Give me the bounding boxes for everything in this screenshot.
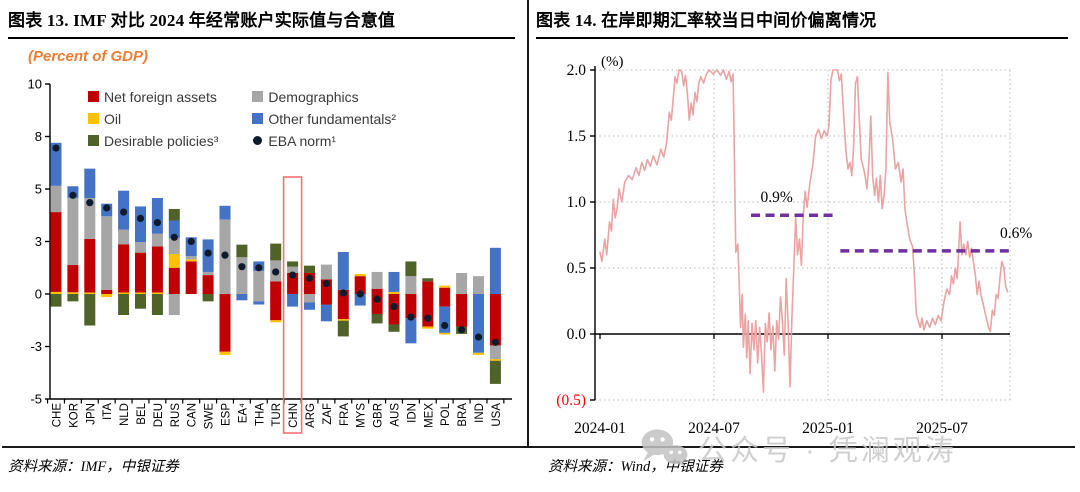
legend-swatch-oil — [88, 113, 99, 124]
svg-text:ESP: ESP — [221, 403, 233, 426]
svg-text:CAN: CAN — [187, 403, 199, 427]
svg-text:0.0: 0.0 — [567, 326, 587, 343]
svg-text:10: 10 — [28, 77, 42, 92]
svg-text:CHE: CHE — [52, 403, 64, 428]
legend-swatch-nfa — [88, 91, 99, 102]
legend-column-1: Net foreign assets Oil Desirable policies³ — [88, 88, 218, 149]
svg-text:ITA: ITA — [102, 403, 114, 420]
svg-text:(%): (%) — [601, 54, 624, 70]
svg-text:2025-07: 2025-07 — [916, 420, 968, 437]
svg-text:-3: -3 — [30, 339, 42, 354]
eba-norm-dot-swatch — [253, 136, 263, 145]
svg-text:1.5: 1.5 — [567, 128, 587, 145]
legend-label: Other fundamentals² — [268, 110, 397, 127]
right-source-note: 资料来源：Wind，中银证券 — [548, 459, 723, 475]
svg-text:EA⁴: EA⁴ — [237, 403, 249, 423]
svg-text:3: 3 — [35, 234, 42, 249]
svg-text:CHN: CHN — [288, 403, 300, 428]
svg-text:(0.5): (0.5) — [556, 392, 586, 409]
svg-text:DEU: DEU — [153, 403, 165, 427]
svg-text:0: 0 — [35, 287, 42, 302]
svg-text:THA: THA — [254, 403, 266, 426]
legend-column-2: Demographics Other fundamentals² EBA norm¹ — [252, 88, 396, 149]
svg-text:BEL: BEL — [136, 402, 148, 424]
svg-text:ZAF: ZAF — [322, 403, 334, 425]
legend-item: Demographics — [252, 88, 396, 105]
svg-text:-5: -5 — [30, 392, 42, 407]
legend-item: Oil — [88, 110, 218, 127]
legend-item: Other fundamentals² — [252, 110, 396, 127]
stacked-bar-chart: 10 8 5 3 0 -3 -5 CHE KOR JPN ITA NLD BEL DEU RUS CAN SWE… — [28, 77, 512, 434]
legend-item: Desirable policies³ — [88, 132, 218, 149]
svg-text:2.0: 2.0 — [567, 62, 587, 79]
svg-text:AUS: AUS — [390, 403, 402, 427]
footer-rule — [2, 446, 1075, 448]
svg-text:BRA: BRA — [457, 403, 469, 427]
legend-label: EBA norm¹ — [268, 132, 337, 149]
svg-text:MEX: MEX — [423, 403, 435, 428]
svg-text:0.9%: 0.9% — [761, 189, 793, 206]
left-chart-unit-label: (Percent of GDP) — [28, 48, 149, 65]
right-chart-title: 图表 14. 在岸即期汇率较当日中间价偏离情况 — [536, 6, 1068, 39]
svg-text:TUR: TUR — [271, 403, 283, 427]
line-chart: 2.0 1.5 1.0 0.5 0.0 (0.5) (%) 2024-01 2024-07 202… — [556, 54, 1032, 437]
left-chart-title: 图表 13. IMF 对比 2024 年经常账户实际值与合意值 — [8, 6, 515, 39]
left-source-note: 资料来源：IMF，中银证券 — [8, 459, 179, 475]
svg-text:POL: POL — [440, 402, 452, 426]
legend-label: Desirable policies³ — [104, 132, 219, 149]
right-chart-panel: 图表 14. 在岸即期汇率较当日中间价偏离情况 2.0 1.5 1.0 0.5 0.0 (… — [528, 0, 1080, 492]
left-chart-legend: Net foreign assets Oil Desirable policies³… — [88, 88, 396, 149]
legend-item: EBA norm¹ — [252, 132, 396, 149]
svg-text:0.6%: 0.6% — [1000, 225, 1032, 242]
svg-text:0.5: 0.5 — [567, 260, 587, 277]
svg-text:2025-01: 2025-01 — [802, 420, 854, 437]
legend-label: Demographics — [268, 88, 359, 105]
svg-text:NLD: NLD — [119, 403, 131, 426]
svg-text:MYS: MYS — [356, 403, 368, 428]
legend-swatch-pol — [88, 135, 99, 146]
legend-item: Net foreign assets — [88, 88, 218, 105]
legend-swatch-other — [252, 113, 264, 124]
svg-text:FRA: FRA — [339, 403, 351, 426]
svg-text:IDN: IDN — [406, 403, 418, 423]
svg-text:RUS: RUS — [170, 403, 182, 428]
svg-text:SWE: SWE — [204, 403, 216, 430]
svg-text:IND: IND — [474, 403, 486, 423]
panel-divider — [527, 0, 529, 447]
svg-text:8: 8 — [35, 129, 42, 144]
svg-text:KOR: KOR — [68, 403, 80, 428]
left-chart-panel: 图表 13. IMF 对比 2024 年经常账户实际值与合意值 (Percent… — [0, 0, 527, 492]
svg-text:GBR: GBR — [373, 403, 385, 428]
svg-text:USA: USA — [491, 403, 503, 427]
svg-text:ARG: ARG — [305, 403, 317, 428]
legend-label: Oil — [104, 110, 122, 127]
legend-label: Net foreign assets — [104, 88, 217, 105]
svg-text:2024-07: 2024-07 — [688, 420, 740, 437]
svg-text:JPN: JPN — [85, 403, 97, 425]
svg-text:2024-01: 2024-01 — [574, 420, 626, 437]
svg-text:1.0: 1.0 — [567, 194, 587, 211]
svg-text:5: 5 — [35, 182, 42, 197]
legend-swatch-dem — [252, 91, 264, 102]
